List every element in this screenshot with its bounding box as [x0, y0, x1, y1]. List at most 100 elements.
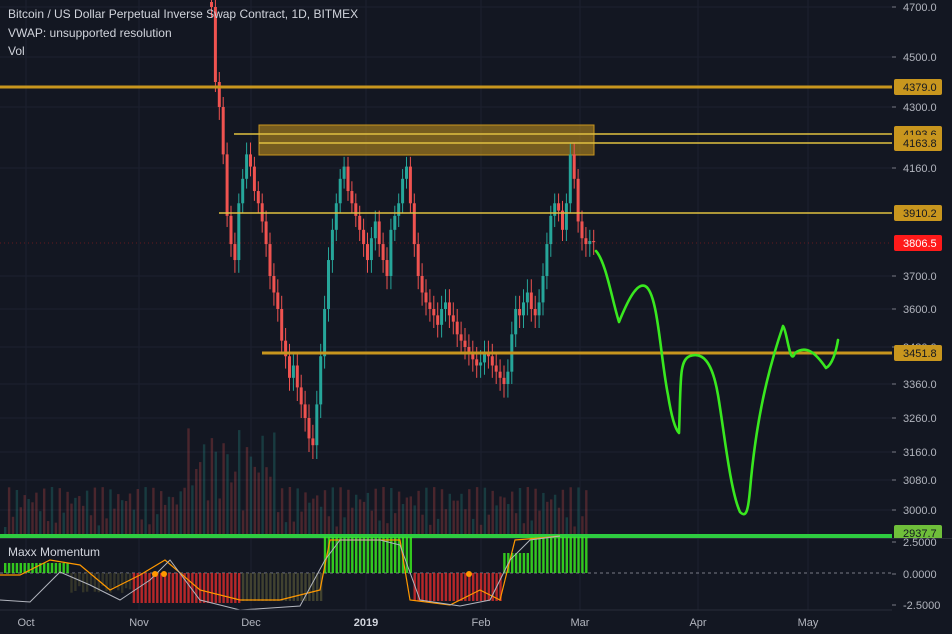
volume-bar [319, 506, 323, 535]
candle-body [315, 404, 319, 446]
time-axis[interactable]: Oct Nov Dec 2019 Feb Mar Apr May [0, 609, 952, 634]
momentum-bar [382, 537, 385, 573]
momentum-bar [386, 537, 389, 573]
candle-body [412, 203, 416, 245]
volume-bar [343, 517, 346, 535]
volume-bar [249, 456, 253, 535]
momentum-bar [58, 563, 61, 573]
volume-bar [358, 499, 362, 535]
momentum-bar [581, 537, 584, 573]
momentum-bar [526, 553, 529, 573]
candle-body [237, 203, 241, 261]
volume-bar [362, 501, 366, 535]
momentum-bar [284, 573, 288, 601]
candle-body [553, 203, 557, 216]
momentum-bar [163, 573, 167, 603]
momentum-bar [483, 573, 487, 601]
price-level-tag[interactable] [894, 345, 942, 361]
momentum-bar [82, 573, 85, 593]
price-level-tag[interactable] [894, 235, 942, 251]
volume-bar [542, 492, 545, 535]
candle-body [397, 203, 401, 216]
price-tick-label: 3000.0 [903, 505, 937, 517]
candle-body [366, 244, 369, 261]
momentum-bar [479, 573, 483, 601]
momentum-signal-dot [466, 571, 472, 577]
momentum-axis[interactable]: 2.5000 0.0000 -2.5000 [892, 537, 952, 612]
candle-body [455, 321, 459, 335]
volume-bar [43, 488, 46, 535]
resistance-zone[interactable] [258, 124, 595, 156]
momentum-bar [374, 537, 377, 573]
time-axis-bg[interactable] [0, 610, 952, 634]
momentum-bar [464, 573, 467, 601]
price-level-tag-label: 4163.8 [903, 138, 937, 150]
momentum-bar [78, 573, 81, 587]
volume-bar [218, 498, 221, 535]
price-level-tag-label: 3451.8 [903, 348, 937, 360]
price-level-tag[interactable] [894, 205, 942, 221]
momentum-bar [440, 573, 444, 601]
momentum-bar [265, 573, 268, 601]
projection-drawing[interactable] [594, 249, 840, 516]
momentum-bar [444, 573, 448, 601]
candle-body [393, 215, 397, 230]
volume-bar [62, 512, 65, 535]
volume-bar [171, 497, 175, 535]
time-axis-label: Mar [571, 617, 590, 629]
candle-body [432, 309, 436, 316]
chart-title: Bitcoin / US Dollar Perpetual Inverse Sw… [8, 7, 359, 21]
momentum-bar [70, 573, 73, 593]
candle-body [459, 334, 463, 341]
momentum-bar [565, 537, 568, 573]
momentum-bar [300, 573, 303, 601]
momentum-bar [288, 573, 292, 601]
momentum-axis-bg[interactable] [892, 539, 952, 610]
candle-body [564, 203, 568, 230]
candle-body [490, 356, 494, 366]
volume-bar [347, 489, 350, 535]
price-level-tag[interactable] [894, 135, 942, 151]
momentum-bar [553, 537, 557, 573]
momentum-bar [148, 573, 151, 603]
price-level-tag[interactable] [894, 525, 942, 541]
candle-body [276, 292, 280, 309]
volume-legend[interactable]: Vol [8, 44, 25, 58]
pane-separator[interactable] [0, 538, 952, 539]
momentum-bar [230, 573, 233, 603]
momentum-tick-label: 2.5000 [903, 537, 937, 549]
volume-bar [479, 524, 483, 535]
volume-bar [66, 491, 69, 535]
momentum-bar [195, 573, 198, 603]
volume-bar [304, 492, 307, 535]
volume-bar [546, 501, 549, 535]
candle-body [299, 387, 303, 405]
volume-bar [452, 500, 455, 535]
price-level-tag[interactable] [894, 79, 942, 95]
volume-bar [514, 513, 518, 535]
momentum-bar [23, 563, 26, 573]
volume-bar [323, 490, 327, 535]
candle-body [389, 229, 393, 276]
volume-bar [245, 447, 249, 535]
vwap-legend[interactable]: VWAP: unsupported resolution [8, 26, 172, 40]
volume-bar [284, 522, 288, 535]
volume-bar [234, 471, 237, 535]
momentum-indicator-label[interactable]: Maxx Momentum [8, 545, 101, 559]
momentum-bar [160, 573, 163, 603]
momentum-bar [226, 573, 229, 603]
volume-bar [82, 505, 85, 535]
price-tick-label: 4700.0 [903, 2, 937, 14]
candle-body [561, 210, 564, 230]
time-axis-label: Nov [129, 617, 149, 629]
projection-path[interactable] [594, 249, 840, 516]
momentum-bar [97, 573, 100, 593]
momentum-bar [468, 573, 471, 601]
volume-bar [526, 487, 529, 535]
momentum-bar [241, 573, 245, 601]
volume-bar [436, 518, 440, 535]
candle-body [369, 238, 373, 261]
momentum-bar [167, 573, 171, 603]
momentum-tick-label: 0.0000 [903, 569, 937, 581]
